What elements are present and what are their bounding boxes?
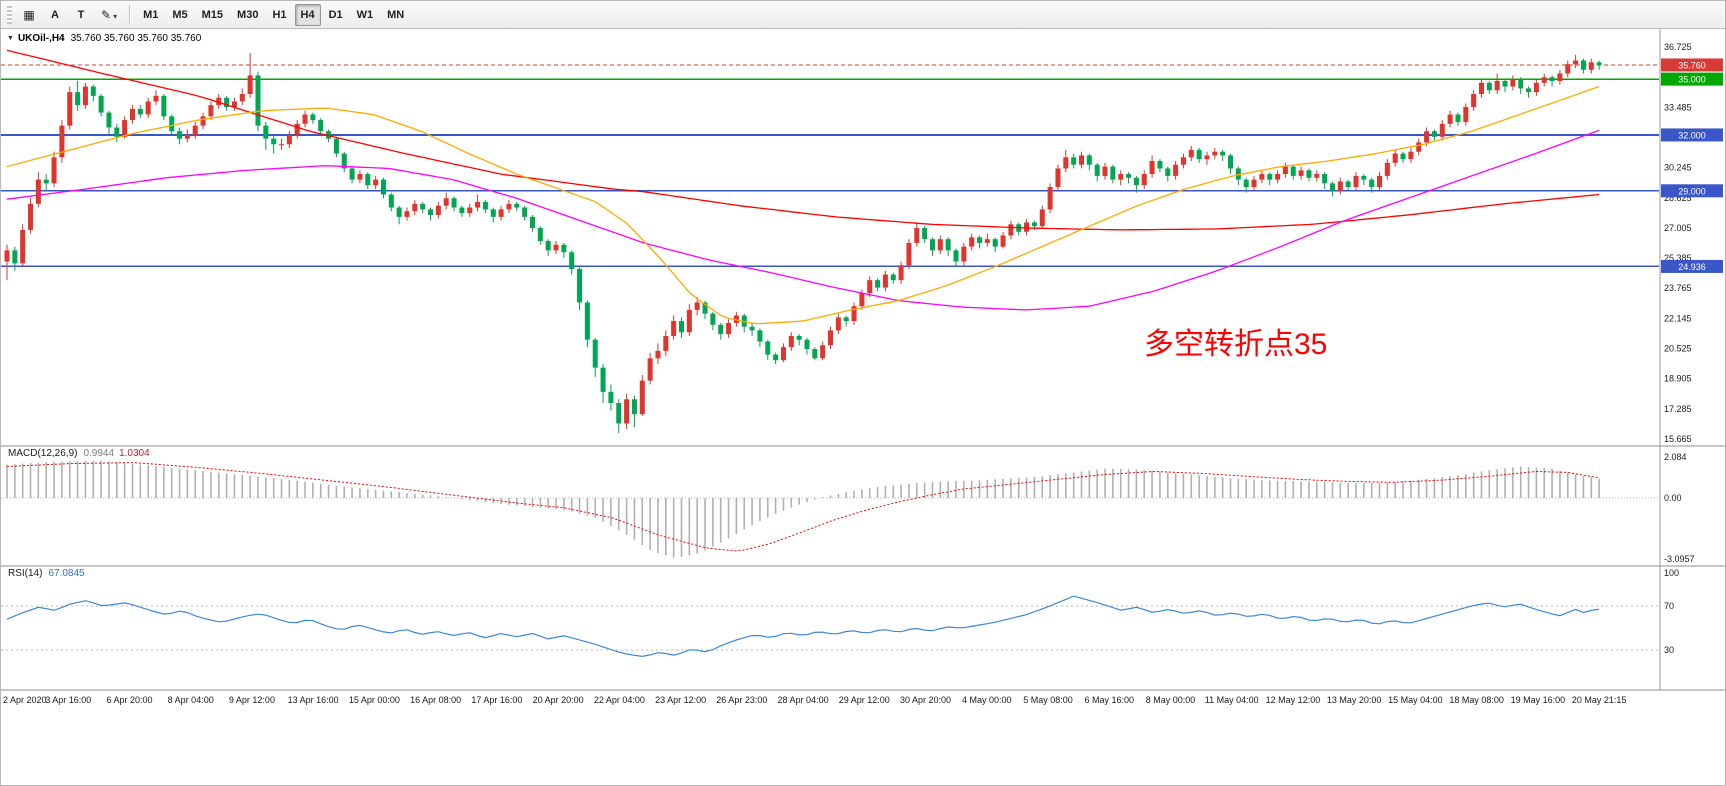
timeframe-button-MN[interactable]: MN: [381, 4, 410, 26]
macd-axis-label: 0.00: [1664, 493, 1682, 503]
time-axis-label: 5 May 08:00: [1023, 695, 1073, 705]
rsi-axis-label: 70: [1664, 601, 1674, 611]
text-tool-button[interactable]: T: [69, 4, 93, 26]
time-axis-label: 15 Apr 00:00: [349, 695, 400, 705]
time-axis-label: 19 May 16:00: [1511, 695, 1566, 705]
time-axis-label: 11 May 04:00: [1205, 695, 1259, 705]
rsi-line: [6, 595, 1600, 658]
price-badge-24.936: [1661, 259, 1723, 273]
timeframe-button-W1[interactable]: W1: [351, 4, 380, 26]
moving-average-fast: [6, 85, 1600, 325]
price-axis[interactable]: 36.725 33.485 30.245 28.625 27.005 25.385 23.7…: [1661, 42, 1723, 655]
price-axis-label: 25.385: [1664, 253, 1692, 263]
rsi-axis-label: 100: [1664, 568, 1679, 578]
time-axis-label: 16 Apr 08:00: [410, 695, 461, 705]
rsi-axis-label: 30: [1664, 645, 1674, 655]
chart-grid-button[interactable]: ▦: [17, 4, 41, 26]
time-axis-label: 4 May 00:00: [962, 695, 1012, 705]
cursor-a-tool-button[interactable]: A: [43, 4, 67, 26]
price-axis-label: 30.245: [1664, 163, 1692, 173]
price-badge-35.000: [1661, 72, 1723, 86]
price-axis-label: 33.485: [1664, 102, 1692, 112]
price-axis-label: 18.905: [1664, 374, 1692, 384]
price-badge-text: 29.000: [1678, 186, 1706, 196]
time-axis-label: 9 Apr 12:00: [229, 695, 275, 705]
price-axis-label: 36.725: [1664, 42, 1692, 52]
candlesticks: [4, 53, 1602, 434]
price-axis-label: 20.525: [1664, 344, 1692, 354]
price-badge-text: 32.000: [1678, 130, 1706, 140]
price-badge-text: 24.936: [1678, 262, 1706, 272]
time-axis-label: 17 Apr 16:00: [471, 695, 522, 705]
price-badge-text: 35.760: [1678, 60, 1706, 70]
price-axis-label: 28.625: [1664, 193, 1692, 203]
time-axis-label: 22 Apr 04:00: [594, 695, 645, 705]
time-axis-label: 20 Apr 20:00: [533, 695, 584, 705]
price-badge-29.000: [1661, 184, 1723, 198]
chevron-down-icon: ▾: [113, 11, 118, 21]
timeframe-button-group: M1 M5 M15 M30 H1 H4 D1 W1 MN: [136, 3, 411, 26]
macd-signal-line: [6, 462, 1600, 552]
timeframe-button-H1[interactable]: H1: [266, 4, 292, 26]
time-axis-label: 3 Apr 16:00: [45, 695, 91, 705]
macd-axis-label: 2.084: [1664, 452, 1687, 462]
time-axis-label: 13 Apr 16:00: [288, 695, 339, 705]
price-axis-label: 15.665: [1664, 434, 1692, 444]
time-axis-label: 23 Apr 12:00: [655, 695, 706, 705]
draw-tool-button[interactable]: ✎ ▾: [95, 4, 123, 26]
timeframe-button-M15[interactable]: M15: [196, 4, 229, 26]
price-badge-35.760: [1661, 58, 1723, 72]
time-axis-label: 29 Apr 12:00: [839, 695, 890, 705]
price-chart[interactable]: 36.725 33.485 30.245 28.625 27.005 25.385 23.7…: [1, 29, 1726, 786]
time-axis-label: 12 May 12:00: [1266, 695, 1321, 705]
toolbar: ▦ A T ✎ ▾ M1 M5 M15 M30 H1 H4 D1 W1 MN: [1, 1, 1725, 29]
moving-average-slow: [6, 49, 1600, 231]
pencil-icon: ✎: [101, 7, 112, 22]
time-axis-label: 26 Apr 23:00: [716, 695, 767, 705]
price-axis-label: 17.285: [1664, 404, 1692, 414]
time-axis-label: 8 Apr 04:00: [168, 695, 214, 705]
timeframe-button-M5[interactable]: M5: [166, 4, 193, 26]
toolbar-grip[interactable]: [7, 5, 12, 24]
timeframe-button-D1[interactable]: D1: [323, 4, 349, 26]
time-axis-label: 28 Apr 04:00: [778, 695, 829, 705]
timeframe-button-H4[interactable]: H4: [294, 3, 321, 26]
time-axis-label: 20 May 21:15: [1572, 695, 1627, 705]
time-axis-label: 8 May 00:00: [1146, 695, 1196, 705]
horizontal-level-lines[interactable]: [1, 78, 1659, 268]
moving-average-mid: [6, 129, 1600, 311]
time-axis-label: 13 May 20:00: [1327, 695, 1382, 705]
macd-panel: [1, 460, 1659, 558]
time-axis-label: 6 Apr 20:00: [106, 695, 152, 705]
price-axis-label: 22.145: [1664, 313, 1692, 323]
time-axis-label: 15 May 04:00: [1388, 695, 1443, 705]
price-axis-label: 27.005: [1664, 223, 1692, 233]
macd-axis-label: -3.0957: [1664, 554, 1695, 564]
time-axis-label: 2 Apr 2020: [3, 695, 47, 705]
price-axis-label: 23.765: [1664, 283, 1692, 293]
time-axis-label: 18 May 08:00: [1449, 695, 1504, 705]
price-badge-text: 35.000: [1678, 75, 1706, 85]
rsi-panel: [1, 595, 1659, 658]
time-axis-label: 6 May 16:00: [1084, 695, 1134, 705]
price-badge-32.000: [1661, 128, 1723, 142]
timeframe-button-M30[interactable]: M30: [231, 4, 264, 26]
time-axis-label: 30 Apr 20:00: [900, 695, 951, 705]
timeframe-button-M1[interactable]: M1: [137, 4, 164, 26]
toolbar-separator: [129, 4, 132, 25]
